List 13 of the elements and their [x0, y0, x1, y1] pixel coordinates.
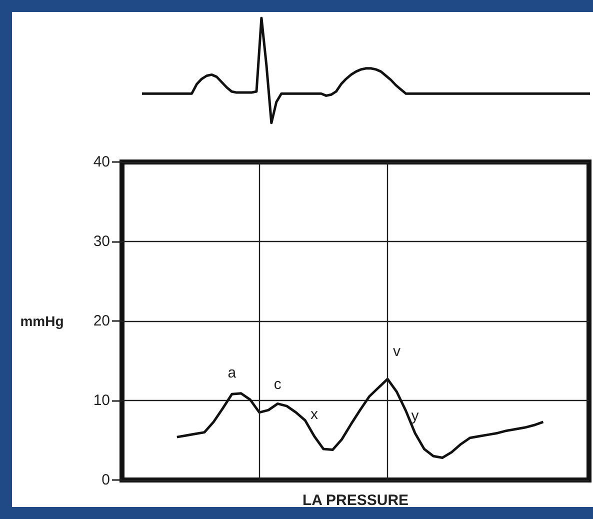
- annotation: c: [274, 376, 282, 393]
- annotation: a: [228, 364, 237, 382]
- y-tick-label: 30: [93, 233, 110, 250]
- y-axis-title: mmHg: [20, 313, 64, 329]
- y-tick-label: 10: [93, 392, 110, 409]
- y-tick-label: 0: [102, 472, 110, 488]
- x-axis-title: LA PRESSURE: [302, 492, 409, 509]
- annotation: y: [411, 408, 420, 425]
- y-tick-label: 40: [93, 154, 110, 170]
- line-series: [176, 378, 544, 459]
- annotation: x: [310, 406, 319, 423]
- annotation: v: [392, 343, 401, 360]
- y-tick-label: 20: [93, 312, 110, 330]
